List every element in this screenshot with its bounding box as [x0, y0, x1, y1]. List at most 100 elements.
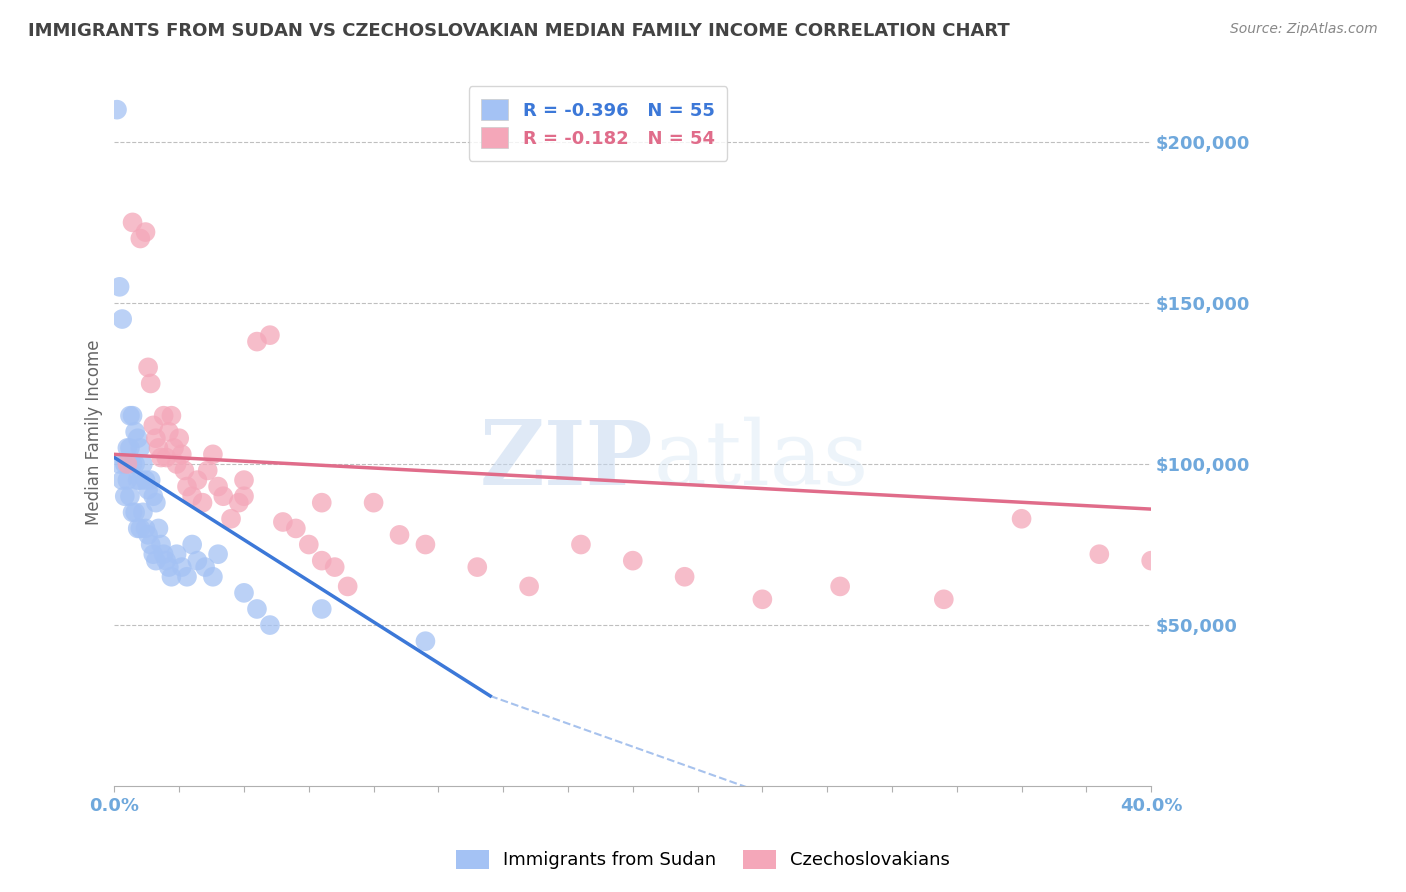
Point [207, 547, 229, 561]
Point [148, 441, 170, 455]
Point [121, 215, 143, 229]
Point [118, 489, 141, 503]
Point [117, 473, 139, 487]
Point [118, 409, 141, 423]
Point [233, 473, 256, 487]
Point [298, 537, 321, 551]
Point [145, 496, 167, 510]
Text: IMMIGRANTS FROM SUDAN VS CZECHOSLOVAKIAN MEDIAN FAMILY INCOME CORRELATION CHART: IMMIGRANTS FROM SUDAN VS CZECHOSLOVAKIAN… [28, 22, 1010, 40]
Point [166, 457, 188, 471]
Point [323, 560, 346, 574]
Point [124, 425, 146, 439]
Point [118, 441, 141, 455]
Point [259, 328, 281, 343]
Point [136, 528, 159, 542]
Point [132, 505, 155, 519]
Point [1088, 547, 1111, 561]
Point [114, 489, 136, 503]
Point [228, 496, 250, 510]
Point [127, 521, 149, 535]
Point [129, 521, 152, 535]
Point [136, 483, 159, 497]
Point [363, 496, 385, 510]
Point [160, 570, 183, 584]
Point [108, 457, 131, 471]
Point [212, 489, 235, 503]
Point [1140, 554, 1163, 568]
Point [136, 360, 159, 375]
Point [170, 560, 193, 574]
Point [207, 479, 229, 493]
Point [186, 554, 208, 568]
Point [191, 496, 214, 510]
Point [124, 457, 146, 471]
Point [233, 586, 256, 600]
Point [176, 479, 198, 493]
Point [173, 463, 195, 477]
Point [139, 537, 162, 551]
Point [134, 473, 156, 487]
Point [246, 334, 269, 349]
Point [108, 280, 131, 294]
Point [129, 473, 152, 487]
Point [155, 450, 177, 465]
Point [145, 431, 167, 445]
Point [134, 225, 156, 239]
Point [145, 554, 167, 568]
Point [246, 602, 269, 616]
Point [673, 570, 696, 584]
Point [415, 537, 437, 551]
Point [157, 425, 180, 439]
Legend: R = -0.396   N = 55, R = -0.182   N = 54: R = -0.396 N = 55, R = -0.182 N = 54 [468, 87, 727, 161]
Point [170, 447, 193, 461]
Point [1011, 512, 1033, 526]
Point [311, 496, 333, 510]
Point [132, 457, 155, 471]
Point [152, 547, 174, 561]
Point [201, 447, 224, 461]
Point [932, 592, 955, 607]
Point [121, 409, 143, 423]
Point [139, 473, 162, 487]
Point [181, 489, 204, 503]
Point [117, 441, 139, 455]
Point [142, 489, 165, 503]
Point [233, 489, 256, 503]
Point [121, 505, 143, 519]
Point [194, 560, 217, 574]
Point [517, 579, 540, 593]
Point [139, 376, 162, 391]
Point [148, 521, 170, 535]
Point [163, 441, 186, 455]
Point [124, 505, 146, 519]
Point [117, 457, 139, 471]
Text: ZIP: ZIP [479, 417, 654, 504]
Point [465, 560, 488, 574]
Point [186, 473, 208, 487]
Point [111, 312, 134, 326]
Point [160, 409, 183, 423]
Point [415, 634, 437, 648]
Point [127, 473, 149, 487]
Point [201, 570, 224, 584]
Point [751, 592, 773, 607]
Point [176, 570, 198, 584]
Point [129, 231, 152, 245]
Point [167, 431, 190, 445]
Point [155, 554, 177, 568]
Point [127, 431, 149, 445]
Point [219, 512, 242, 526]
Point [105, 103, 128, 117]
Point [129, 441, 152, 455]
Point [142, 418, 165, 433]
Point [114, 457, 136, 471]
Point [181, 537, 204, 551]
Point [830, 579, 852, 593]
Point [157, 560, 180, 574]
Point [134, 521, 156, 535]
Point [197, 463, 219, 477]
Point [121, 457, 143, 471]
Point [259, 618, 281, 632]
Point [311, 554, 333, 568]
Point [311, 602, 333, 616]
